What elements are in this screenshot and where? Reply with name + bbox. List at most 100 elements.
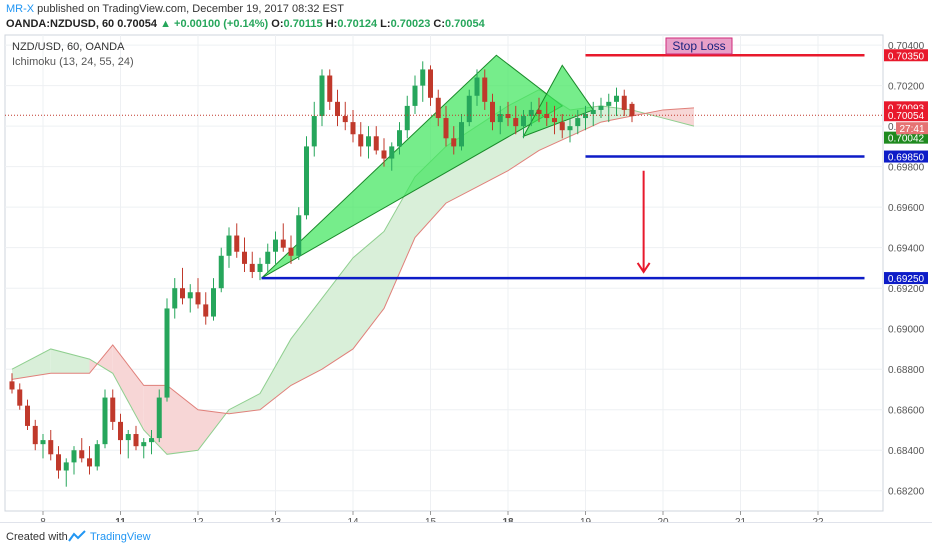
cloud-segment	[112, 344, 144, 430]
candlesticks	[9, 61, 635, 487]
right-shoulder	[522, 64, 595, 138]
price-tick-label: 0.69200	[888, 284, 925, 295]
candle-body	[319, 75, 325, 117]
candle-body	[606, 101, 612, 106]
candle-body	[265, 251, 271, 264]
candle-body	[428, 69, 433, 98]
time-tick-label: 22	[812, 517, 824, 522]
price-tag-bg	[884, 131, 928, 144]
cloud-segment	[12, 348, 51, 380]
candle-body	[156, 397, 162, 439]
price-tick-label: 0.69400	[888, 244, 925, 255]
tradingview-logo-icon	[68, 530, 86, 542]
candle-body	[397, 130, 402, 147]
cloud-segment	[167, 385, 198, 455]
candle-body	[87, 458, 92, 467]
chart-header: MR-X published on TradingView.com, Decem…	[0, 0, 932, 34]
candle-body	[482, 77, 488, 102]
candle-body	[505, 113, 511, 119]
time-axis[interactable]: 8 11 12 13 14 15 18 19 20 21 22	[40, 511, 824, 522]
candle-body	[218, 255, 224, 289]
candle-body	[342, 116, 348, 123]
candle-body	[575, 118, 581, 127]
author-link[interactable]: MR-X	[6, 3, 35, 15]
legend-indicator[interactable]: Ichimoku (13, 24, 55, 24)	[12, 56, 134, 68]
stop-loss-box: Stop Loss	[665, 37, 733, 55]
candle-body	[490, 101, 495, 123]
candle-body	[335, 101, 340, 117]
candle-body	[466, 95, 472, 123]
low-label: L:	[380, 18, 391, 30]
price-tag-text: 0.70350	[888, 51, 925, 62]
arrow-head	[636, 262, 651, 274]
candle-body	[63, 462, 69, 471]
time-tick-label: 14	[347, 517, 359, 522]
candle-body	[590, 109, 596, 114]
candle-body	[366, 136, 371, 147]
price-tag-text: 0.70042	[888, 134, 925, 145]
footer: Created with TradingView	[0, 522, 932, 551]
time-tick-label: 20	[657, 517, 669, 522]
candle-body	[528, 109, 534, 117]
tradingview-brand[interactable]: TradingView	[90, 531, 151, 543]
cloud-segment	[322, 257, 353, 370]
candle-body	[226, 235, 232, 256]
close-label: C:	[433, 18, 445, 30]
level-lines	[5, 54, 883, 280]
candle-body	[118, 421, 123, 441]
stop-loss-label: Stop Loss	[672, 39, 725, 53]
candle-body	[149, 438, 154, 443]
candle-body	[164, 308, 170, 398]
time-tick-label: 15	[425, 517, 437, 522]
candle-body	[296, 215, 302, 256]
price-tick-label: 0.68800	[888, 365, 925, 376]
candle-body	[79, 450, 85, 459]
candle-body	[71, 450, 77, 463]
candle-body	[249, 263, 255, 272]
candle-body	[56, 454, 61, 471]
time-tick-label: 19	[580, 517, 592, 522]
candle-body	[9, 381, 15, 390]
price-tag-bg	[884, 150, 928, 163]
cloud-segment	[229, 393, 260, 414]
published-text: published on TradingView.com, December 1…	[37, 3, 344, 15]
candle-body	[125, 434, 131, 441]
candle-body	[629, 103, 635, 117]
symbol-text: OANDA:NZDUSD, 60	[6, 18, 115, 30]
countdown-text: 27:41	[899, 124, 924, 135]
candle-body	[141, 442, 147, 447]
candle-body	[327, 75, 333, 102]
candle-body	[280, 239, 286, 248]
time-tick-label: 21	[735, 517, 747, 522]
candle-body	[32, 425, 38, 445]
senkou-span-b	[11, 107, 695, 415]
candle-body	[203, 304, 209, 317]
candle-body	[381, 150, 387, 159]
cloud-segment	[260, 338, 291, 410]
candle-body	[373, 136, 379, 151]
candle-body	[172, 288, 178, 309]
candle-body	[598, 105, 604, 110]
candle-body	[242, 251, 247, 264]
price-chart[interactable]: 0.68200 0.68400 0.68600 0.68800 0.69000 0.692…	[0, 34, 932, 522]
candle-body	[94, 444, 100, 467]
candle-body	[350, 122, 356, 135]
candle-body	[48, 440, 54, 455]
candle-body	[412, 85, 418, 106]
candle-body	[536, 109, 542, 114]
candle-body	[459, 122, 464, 147]
candle-body	[40, 440, 46, 445]
high-label: H:	[325, 18, 338, 30]
price-tick-label: 0.70200	[888, 82, 925, 93]
candle-body	[513, 118, 519, 127]
candle-body	[187, 292, 193, 299]
candle-body	[211, 288, 216, 317]
price-tick-label: 0.69800	[888, 163, 925, 174]
high-value: 0.70124	[337, 18, 378, 30]
up-arrow-icon: ▲	[160, 18, 171, 30]
candle-body	[133, 434, 139, 447]
price-tick-label: 0.68600	[888, 406, 925, 417]
ohlc-readout: OANDA:NZDUSD, 60 0.70054 ▲ +0.00100 (+0.…	[6, 18, 485, 30]
time-tick-label: 13	[270, 517, 282, 522]
